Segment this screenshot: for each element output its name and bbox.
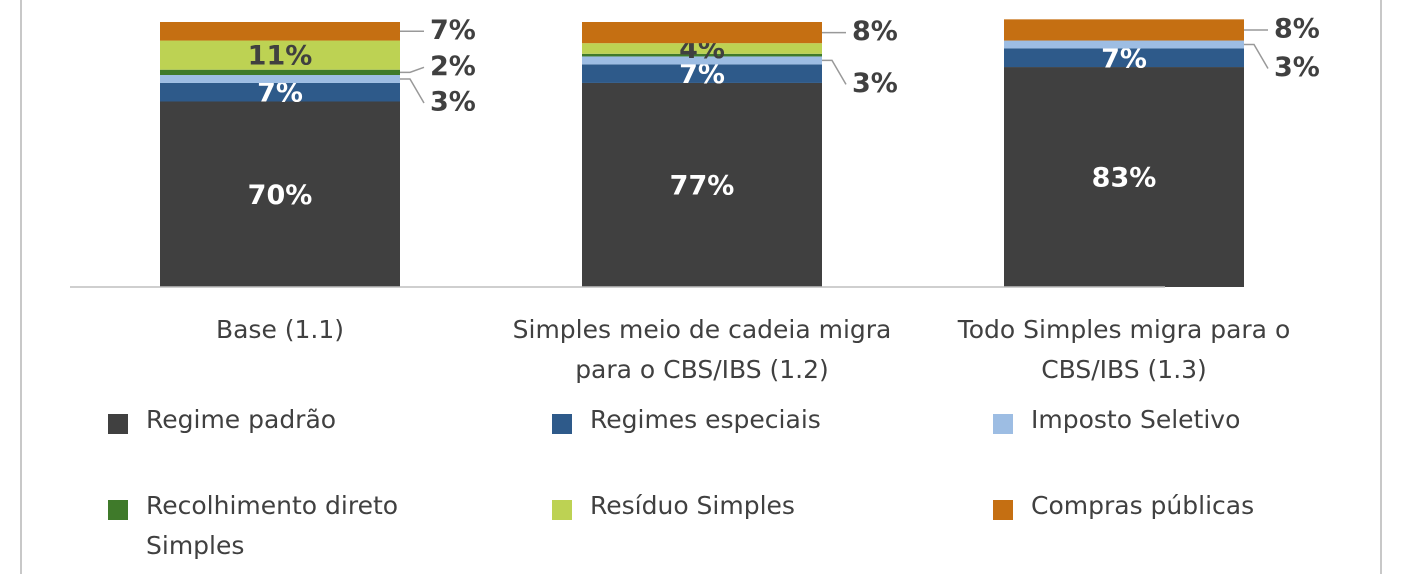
data-label: 11% <box>248 41 313 72</box>
legend-label: Recolhimento direto Simples <box>146 491 399 560</box>
legend-item: Imposto Seletivo <box>993 400 1323 440</box>
bar-segment <box>582 22 822 44</box>
data-label: 77% <box>670 170 735 201</box>
leader-line <box>400 66 425 74</box>
legend-item: Resíduo Simples <box>552 486 882 526</box>
legend-swatch <box>108 414 128 434</box>
data-label: 7% <box>430 15 476 46</box>
bar-segment <box>582 56 822 65</box>
bar-segment <box>582 43 822 54</box>
legend-item: Regime padrão <box>108 400 438 440</box>
x-tick-label: Base (1.1) <box>215 315 345 344</box>
bar-segment <box>1004 19 1244 41</box>
bar-segment <box>160 40 400 70</box>
leader-line <box>400 78 425 104</box>
bar-segment <box>582 82 822 287</box>
bar-segment <box>1004 40 1244 49</box>
legend-item: Regimes especiais <box>552 400 882 440</box>
data-label: 3% <box>852 68 898 99</box>
data-label: 70% <box>248 180 313 211</box>
legend-item: Compras públicas <box>993 486 1323 526</box>
bar-segment <box>582 53 822 57</box>
legend-label: Regime padrão <box>146 405 337 434</box>
x-tick-label: Simples meio de cadeia migra para o CBS/… <box>512 315 892 384</box>
bar-segment <box>1004 67 1244 287</box>
bar-segment <box>160 82 400 102</box>
leader-line <box>1244 43 1269 69</box>
data-label: 83% <box>1092 163 1157 194</box>
legend-swatch <box>552 414 572 434</box>
legend-label: Regimes especiais <box>590 405 821 434</box>
data-label: 8% <box>852 16 898 47</box>
legend-swatch <box>993 500 1013 520</box>
data-label: 8% <box>1274 13 1320 44</box>
leader-line <box>822 59 847 85</box>
bar-segment <box>582 64 822 83</box>
legend-item: Recolhimento direto Simples <box>108 486 438 566</box>
legend-swatch <box>552 500 572 520</box>
legend-swatch <box>993 414 1013 434</box>
legend-label: Compras públicas <box>1031 491 1255 520</box>
bar-segment <box>160 101 400 287</box>
legend-swatch <box>108 500 128 520</box>
x-tick-label: Todo Simples migra para o CBS/IBS (1.3) <box>957 315 1291 384</box>
legend-label: Imposto Seletivo <box>1031 405 1241 434</box>
bar-segment <box>1004 48 1244 68</box>
bar-segment <box>160 22 400 41</box>
legend-label: Resíduo Simples <box>590 491 795 520</box>
data-label: 3% <box>430 86 476 117</box>
data-label: 2% <box>430 51 476 82</box>
bar-segment <box>160 69 400 75</box>
bar-segment <box>160 75 400 83</box>
data-label: 3% <box>1274 52 1320 83</box>
